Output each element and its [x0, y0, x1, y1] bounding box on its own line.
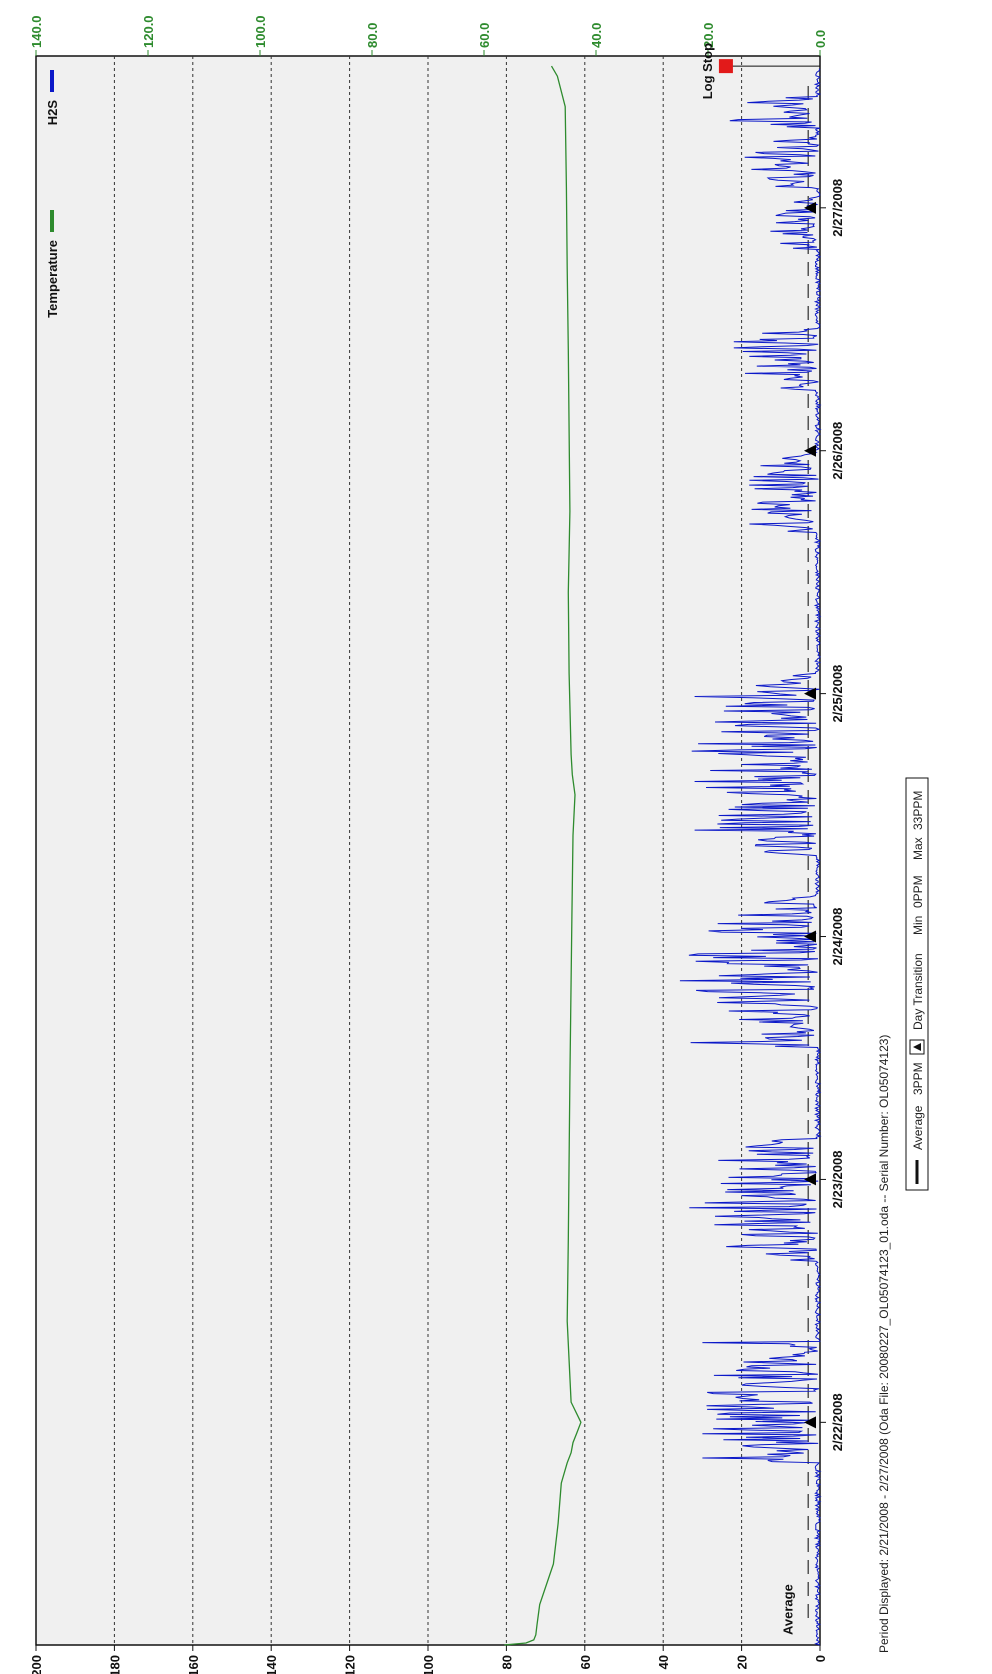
left-axis-tick-label: 40	[656, 1655, 671, 1669]
right-axis-tick-label: 20.0	[701, 23, 716, 48]
left-axis-tick-label: 180	[107, 1655, 122, 1674]
right-axis-tick-label: 140.0	[29, 15, 44, 48]
left-axis-tick-label: 100	[421, 1655, 436, 1674]
left-axis-tick-label: 60	[578, 1655, 593, 1669]
footer-average-value: 3PPM	[911, 1062, 925, 1095]
footer-min-label: Min	[911, 916, 925, 935]
left-axis-tick-label: 140	[264, 1655, 279, 1674]
x-axis-tick-label: 2/25/2008	[830, 665, 845, 723]
left-axis-tick-label: 120	[343, 1655, 358, 1674]
x-axis-tick-label: 2/23/2008	[830, 1151, 845, 1209]
footer-period: Period Displayed: 2/21/2008 - 2/27/2008 …	[877, 1035, 891, 1653]
right-axis-tick-label: 60.0	[477, 23, 492, 48]
h2s-series-line	[679, 68, 822, 1646]
footer-max-label: Max	[911, 837, 925, 860]
footer-day-transition-icon	[913, 1043, 921, 1051]
footer-max-value: 33PPM	[911, 791, 925, 830]
day-transition-marker	[804, 1173, 816, 1186]
average-annotation: Average	[780, 1584, 795, 1635]
x-axis-tick-label: 2/26/2008	[830, 422, 845, 480]
x-axis-tick-label: 2/27/2008	[830, 179, 845, 237]
right-axis-tick-label: 120.0	[141, 15, 156, 48]
day-transition-marker	[804, 1416, 816, 1429]
footer-legend-box	[905, 777, 929, 1191]
log-stop-marker	[718, 59, 733, 74]
x-axis-tick-label: 2/24/2008	[830, 908, 845, 966]
footer-day-transition-label: Day Transition	[911, 953, 925, 1030]
legend-label: H2S	[45, 100, 60, 126]
x-axis-tick-label: 2/22/2008	[830, 1393, 845, 1451]
temperature-series-line	[504, 65, 582, 1646]
day-transition-marker	[804, 687, 816, 700]
right-axis-tick-label: 100.0	[253, 15, 268, 48]
right-axis-tick-label: 80.0	[365, 23, 380, 48]
day-transition-marker	[804, 930, 816, 943]
left-axis-tick-label: 80	[499, 1655, 514, 1669]
footer-min-value: 0PPM	[911, 875, 925, 908]
log-stop-label: Log Stop	[700, 43, 715, 99]
left-axis-tick-label: 160	[186, 1655, 201, 1674]
left-axis-tick-label: 20	[735, 1655, 750, 1669]
left-axis-tick-label: 0	[813, 1655, 828, 1662]
day-transition-marker	[804, 201, 816, 214]
legend-label: Temperature	[45, 240, 60, 318]
right-axis-tick-label: 40.0	[589, 23, 604, 48]
day-transition-marker	[804, 444, 816, 457]
left-axis-tick-label: 200	[29, 1655, 44, 1674]
footer-average-label: Average	[911, 1105, 925, 1150]
right-axis-tick-label: 0.0	[813, 30, 828, 48]
